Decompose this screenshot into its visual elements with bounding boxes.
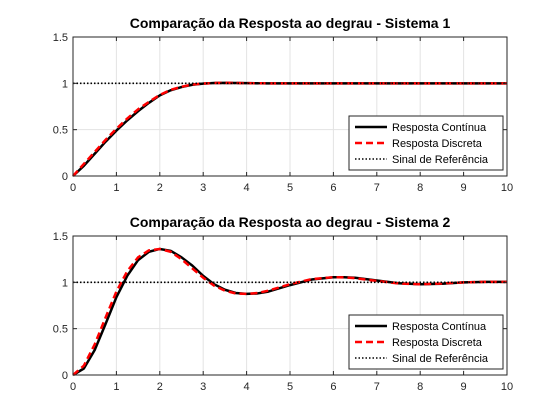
y-tick-label: 0: [62, 370, 68, 382]
x-tick-label: 7: [374, 182, 380, 194]
chart-1: 0 1 2 3 4 5 6 7 8 9 10 0 0.5 1 1.5 Comparação da Respos…: [53, 15, 513, 194]
y-tick-label: 1.5: [53, 32, 68, 44]
x-tick-label: 4: [244, 182, 250, 194]
y-tick-label: 1.5: [53, 231, 68, 243]
x-tick-label: 3: [200, 381, 206, 393]
y-tick-label: 0: [62, 171, 68, 183]
x-tick-label: 0: [70, 381, 76, 393]
legend-label-1: Resposta Contínua: [392, 321, 487, 333]
y-tick-label: 1: [62, 78, 68, 90]
legend-label-3: Sinal de Referência: [392, 154, 489, 166]
chart-title: Comparação da Resposta ao degrau - Siste…: [130, 15, 451, 31]
x-tick-label: 6: [330, 381, 336, 393]
x-tick-label: 3: [200, 182, 206, 194]
x-tick-label: 1: [113, 182, 119, 194]
legend-label-2: Resposta Discreta: [392, 138, 483, 150]
x-tick-label: 6: [330, 182, 336, 194]
chart-2: 0 1 2 3 4 5 6 7 8 9 10 0 0.5 1 1.5 Comparação da Respos…: [53, 214, 513, 393]
x-tick-label: 9: [461, 381, 467, 393]
x-tick-label: 8: [417, 381, 423, 393]
y-tick-label: 0.5: [53, 324, 68, 336]
chart-title: Comparação da Resposta ao degrau - Siste…: [130, 214, 451, 230]
x-tick-label: 10: [501, 381, 513, 393]
x-tick-label: 9: [461, 182, 467, 194]
legend-box: [348, 115, 504, 171]
legend-label-1: Resposta Contínua: [392, 122, 487, 134]
legend: Resposta Contínua Resposta Discreta Sinal …: [348, 314, 504, 370]
x-tick-label: 1: [113, 381, 119, 393]
legend-label-3: Sinal de Referência: [392, 353, 489, 365]
series-line-2: [72, 247, 508, 376]
legend: Resposta Contínua Resposta Discreta Sinal …: [348, 115, 504, 171]
y-tick-label: 0.5: [53, 125, 68, 137]
legend-box: [348, 314, 504, 370]
x-tick-label: 7: [374, 381, 380, 393]
x-tick-label: 4: [244, 381, 250, 393]
y-tick-label: 1: [62, 277, 68, 289]
x-tick-label: 5: [287, 381, 293, 393]
x-tick-label: 8: [417, 182, 423, 194]
x-tick-label: 5: [287, 182, 293, 194]
x-tick-label: 2: [157, 381, 163, 393]
legend-label-2: Resposta Discreta: [392, 337, 483, 349]
x-tick-label: 0: [70, 182, 76, 194]
x-tick-label: 10: [501, 182, 513, 194]
x-tick-label: 2: [157, 182, 163, 194]
